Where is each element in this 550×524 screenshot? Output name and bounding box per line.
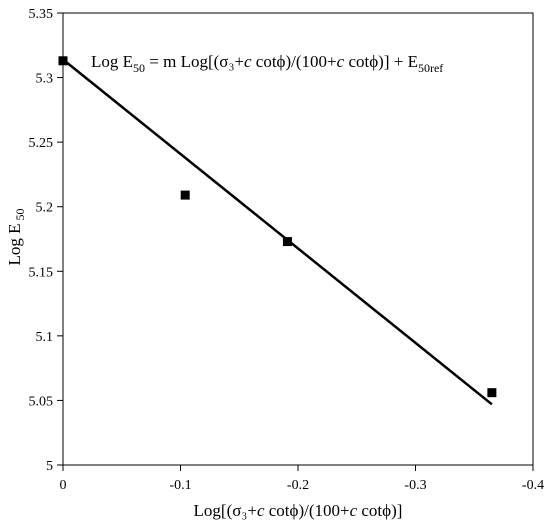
y-tick-label: 5.1 — [36, 330, 54, 345]
x-tick-label: -0.2 — [287, 478, 309, 493]
y-tick-label: 5 — [46, 459, 53, 474]
plot-area — [62, 12, 534, 466]
y-tick-label: 5.15 — [29, 265, 54, 280]
data-point — [282, 237, 292, 247]
series-layer — [58, 56, 497, 406]
data-point — [58, 56, 68, 66]
tick-labels: 0 -0.1 -0.2 -0.3 -0.455.055.15.155.25.255.35… — [29, 7, 545, 493]
x-tick-label: -0.4 — [522, 478, 544, 493]
data-point — [180, 190, 190, 200]
data-point — [487, 388, 497, 398]
x-tick-label: -0.3 — [404, 478, 426, 493]
y-tick-label: 5.25 — [29, 136, 54, 151]
equation-annotation: Log E50 = m Log[(σ₃+c cotϕ)/(100+c cotϕ)… — [91, 52, 443, 75]
y-tick-label: 5.3 — [36, 72, 54, 87]
y-tick-label: 5.2 — [36, 201, 54, 216]
trend-line — [62, 58, 493, 406]
x-tick-label: -0.1 — [169, 478, 191, 493]
x-tick-label: 0 — [60, 478, 67, 493]
y-tick-label: 5.05 — [29, 394, 54, 409]
x-axis-title: Log[(σ₃+c cotϕ)/(100+c cotϕ)] — [194, 501, 403, 520]
axis-ticks — [57, 12, 534, 471]
y-tick-label: 5.35 — [29, 7, 54, 22]
y-axis-title: Log E 50 — [5, 208, 27, 265]
